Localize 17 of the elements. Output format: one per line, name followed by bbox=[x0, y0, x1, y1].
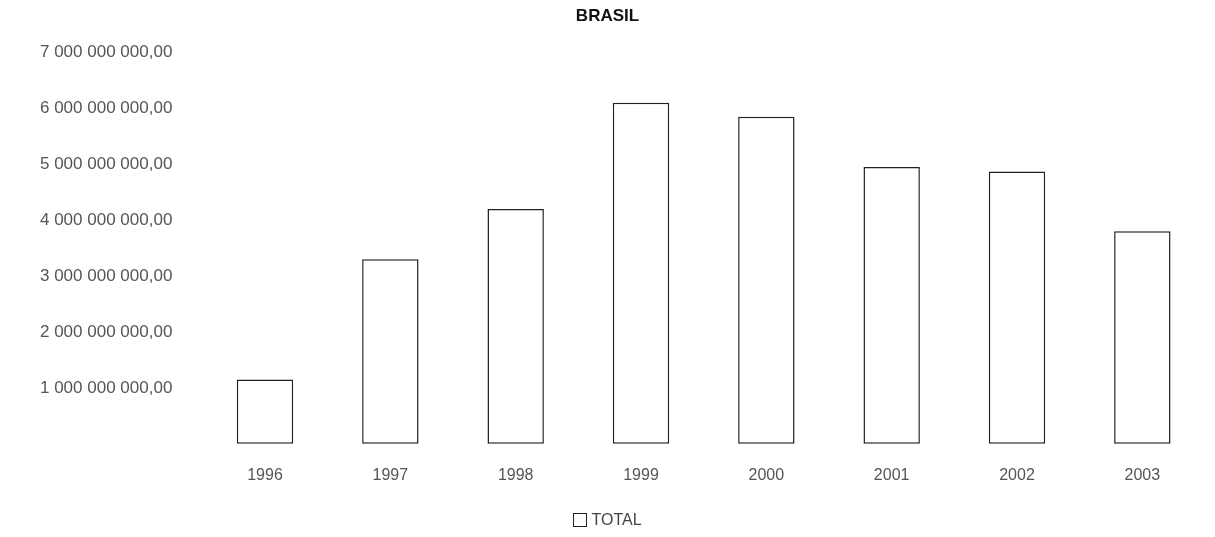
y-tick-label: 7 000 000 000,00 bbox=[39, 42, 173, 62]
x-tick-label: 1996 bbox=[247, 465, 283, 483]
y-tick-label: 1 000 000 000,00 bbox=[39, 377, 173, 397]
text: TOTAL bbox=[591, 511, 642, 529]
y-tick-label: 4 000 000 000,00 bbox=[39, 209, 173, 229]
x-tick-label: 2000 bbox=[748, 465, 785, 483]
y-tick-label: 6 000 000 000,00 bbox=[39, 98, 173, 117]
x-tick-label: 2003 bbox=[1124, 465, 1161, 483]
x-tick-label: 2002 bbox=[999, 465, 1035, 483]
x-tick-label: 1999 bbox=[623, 465, 659, 483]
x-tick-label: 1998 bbox=[497, 465, 534, 483]
x-tick-label: 1997 bbox=[372, 465, 409, 483]
y-tick-label: 2 000 000 000,00 bbox=[39, 321, 173, 341]
y-tick-label: 3 000 000 000,00 bbox=[39, 265, 173, 285]
chart-title: BRASIL bbox=[575, 5, 640, 25]
x-tick-label: 2001 bbox=[873, 465, 910, 483]
y-tick-label: 5 000 000 000,00 bbox=[39, 153, 173, 173]
